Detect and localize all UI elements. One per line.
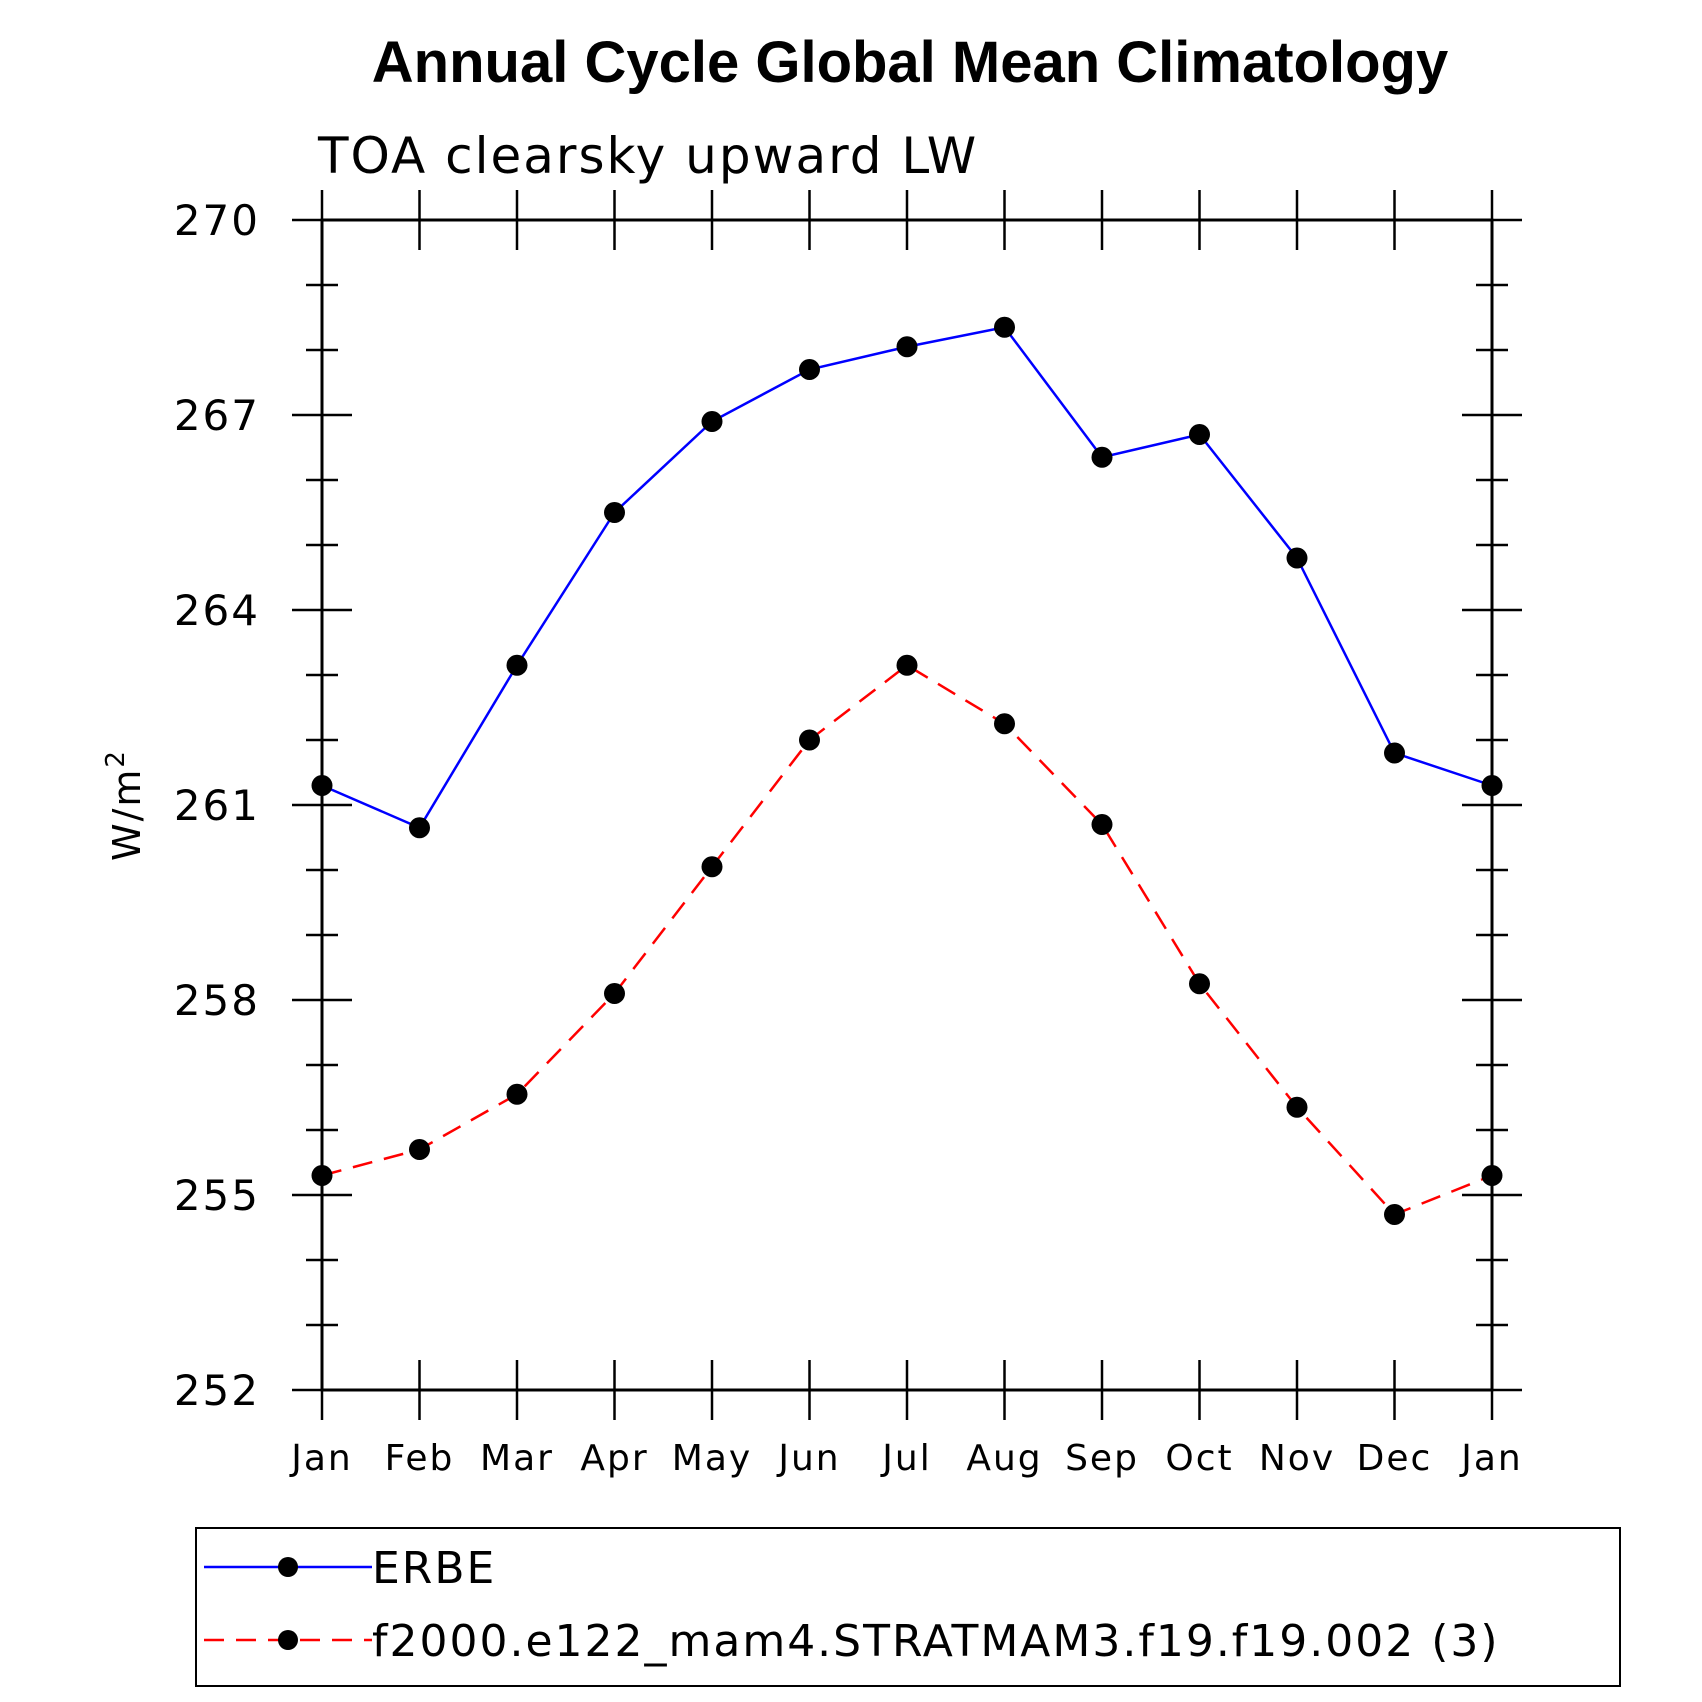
series-0-point bbox=[506, 654, 528, 676]
chart-title: Annual Cycle Global Mean Climatology bbox=[372, 30, 1448, 95]
series-0-point bbox=[896, 336, 918, 358]
series-1-point bbox=[604, 983, 625, 1004]
series-0-point bbox=[409, 817, 430, 839]
x-tick-label: Jan bbox=[1459, 1438, 1523, 1479]
legend-label-erbe: ERBE bbox=[372, 1543, 496, 1594]
y-tick-label: 261 bbox=[174, 781, 260, 830]
x-tick-label: Oct bbox=[1165, 1438, 1233, 1479]
x-tick-label: Nov bbox=[1259, 1438, 1335, 1479]
series-0-point bbox=[799, 359, 820, 380]
series-1-point bbox=[1189, 973, 1210, 995]
legend-marker-model bbox=[278, 1630, 298, 1650]
x-tick-label: Apr bbox=[580, 1438, 648, 1479]
legend: ERBE f2000.e122_mam4.STRATMAM3.f19.f19.0… bbox=[195, 1527, 1621, 1687]
series-0-point bbox=[604, 502, 625, 523]
series-line-0 bbox=[321, 325, 1493, 830]
y-tick-label: 264 bbox=[174, 586, 260, 635]
chart-subtitle: TOA clearsky upward LW bbox=[317, 127, 978, 185]
series-1-point bbox=[1286, 1096, 1308, 1118]
legend-label-model: f2000.e122_mam4.STRATMAM3.f19.f19.002 (3… bbox=[372, 1616, 1500, 1667]
series-0-point bbox=[1481, 775, 1503, 796]
plot-frame bbox=[320, 218, 1494, 1392]
x-tick-label: May bbox=[672, 1438, 752, 1479]
y-axis-label-superscript: 2 bbox=[101, 749, 131, 768]
series-0-point bbox=[701, 411, 723, 432]
series-1-point bbox=[1091, 814, 1113, 835]
series-0-point bbox=[994, 316, 1015, 338]
series-group bbox=[311, 316, 1503, 1225]
series-1-point bbox=[701, 856, 723, 878]
y-tick-label: 258 bbox=[174, 976, 260, 1025]
series-0-point bbox=[1286, 547, 1308, 569]
series-1-point bbox=[1384, 1204, 1405, 1225]
series-1-point bbox=[409, 1139, 430, 1160]
series-1-point bbox=[1481, 1165, 1503, 1186]
series-0-point bbox=[1189, 424, 1210, 445]
legend-marker-erbe bbox=[278, 1557, 298, 1577]
series-0-point bbox=[1091, 446, 1113, 468]
series-0-point bbox=[1384, 742, 1405, 764]
y-tick-label: 252 bbox=[174, 1366, 260, 1415]
series-0-point bbox=[311, 775, 333, 796]
x-tick-label: Jun bbox=[776, 1438, 840, 1479]
x-tick-label: Sep bbox=[1065, 1438, 1139, 1479]
series-1-point bbox=[896, 654, 918, 676]
series-1-point bbox=[506, 1083, 528, 1105]
y-tick-label: 267 bbox=[174, 391, 260, 440]
x-tick-labels: Jan Feb Mar Apr May Jun Jul Aug Sep Oct Nov Dec Jan bbox=[289, 1438, 1523, 1479]
series-line-1 bbox=[321, 663, 1493, 1216]
svg-text:W/m2: W/m2 bbox=[101, 749, 149, 861]
axis-ticks bbox=[292, 190, 1522, 1420]
x-tick-label: Jul bbox=[880, 1438, 931, 1479]
legend-box bbox=[195, 1527, 1621, 1687]
series-1-point bbox=[994, 713, 1015, 735]
x-tick-label: Mar bbox=[480, 1438, 554, 1479]
x-tick-label: Dec bbox=[1357, 1438, 1433, 1479]
y-axis-label-text: W/m bbox=[105, 768, 149, 861]
series-1-point bbox=[799, 729, 820, 751]
y-tick-label: 255 bbox=[174, 1171, 260, 1220]
series-1-point bbox=[311, 1165, 333, 1186]
y-axis-label: W/m2 bbox=[101, 749, 149, 861]
y-tick-labels: 252 255 258 261 264 267 270 bbox=[174, 196, 260, 1415]
y-tick-label: 270 bbox=[174, 196, 260, 245]
x-tick-label: Jan bbox=[289, 1438, 353, 1479]
x-tick-label: Feb bbox=[385, 1438, 455, 1479]
x-tick-label: Aug bbox=[966, 1438, 1042, 1479]
